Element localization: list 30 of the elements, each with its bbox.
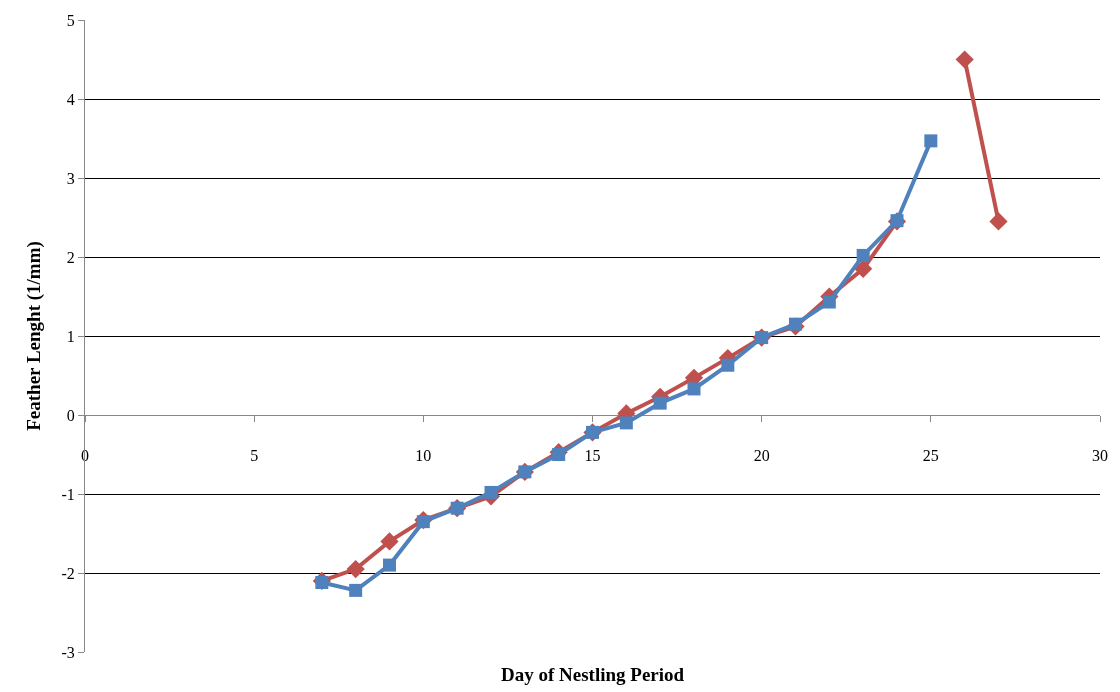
point bbox=[346, 559, 365, 579]
y-tick-label: -3 bbox=[61, 643, 75, 661]
y-tick-label: 0 bbox=[66, 406, 75, 424]
x-tick-label: 30 bbox=[1092, 447, 1108, 465]
point bbox=[924, 134, 938, 148]
y-tick-label: 4 bbox=[66, 90, 75, 108]
y-tick-label: 5 bbox=[66, 11, 75, 29]
point bbox=[854, 259, 873, 278]
x-tick-label: 15 bbox=[584, 447, 601, 465]
x-tick-label: 25 bbox=[922, 447, 939, 465]
point bbox=[687, 382, 701, 396]
x-tick-label: 5 bbox=[250, 447, 259, 465]
point bbox=[349, 583, 363, 597]
y-tick-label: 3 bbox=[66, 169, 75, 187]
x-tick-label: 20 bbox=[753, 447, 770, 465]
point bbox=[383, 558, 396, 572]
point bbox=[856, 248, 870, 262]
x-axis-title: Day of Nestling Period bbox=[501, 664, 685, 685]
point bbox=[653, 396, 667, 410]
y-tick-label: -1 bbox=[61, 485, 75, 503]
point bbox=[484, 485, 498, 499]
y-axis-title: Feather Lenght (1/mm) bbox=[23, 241, 46, 431]
x-tick-label: 10 bbox=[415, 447, 432, 465]
point bbox=[822, 295, 836, 309]
point bbox=[619, 416, 633, 430]
y-tick-label: -2 bbox=[61, 564, 75, 582]
y-tick-label: 1 bbox=[66, 327, 75, 345]
y-tick-label: 2 bbox=[66, 248, 75, 266]
point bbox=[380, 532, 399, 551]
point bbox=[721, 358, 735, 372]
